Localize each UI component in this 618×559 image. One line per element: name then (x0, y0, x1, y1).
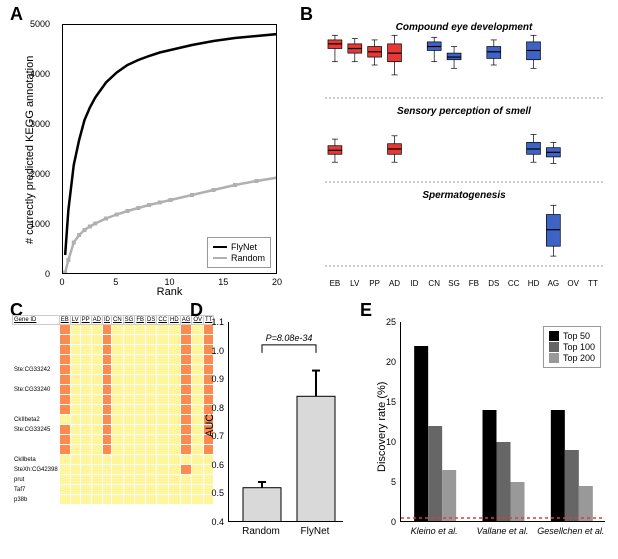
svg-text:Compound eye development: Compound eye development (396, 22, 533, 33)
panel-d-label: D (190, 300, 203, 321)
panel-e-chart: 0510152025 Kleino et al.Vallane et al.Ge… (400, 322, 605, 522)
svg-text:ID: ID (410, 279, 418, 288)
svg-text:TT: TT (588, 279, 598, 288)
svg-text:Spermatogenesis: Spermatogenesis (422, 190, 506, 201)
panel-d-ylabel: AUC (204, 414, 216, 437)
panel-a-chart: 010002000300040005000 05101520 # correct… (62, 24, 277, 274)
svg-text:AD: AD (389, 279, 400, 288)
svg-text:FB: FB (469, 279, 479, 288)
panel-b-chart: Compound eye development Sensory percepti… (320, 18, 608, 288)
panel-a-xlabel: Rank (62, 286, 277, 298)
panel-c-table: Gene IDEBLVPPADIDCNSGFBDSCCHDAGOVTTSte12… (12, 315, 172, 505)
panel-e-label: E (360, 300, 372, 321)
svg-text:PP: PP (369, 279, 380, 288)
svg-text:OV: OV (567, 279, 579, 288)
panel-b-label: B (300, 4, 313, 25)
svg-text:EB: EB (330, 279, 341, 288)
svg-text:SG: SG (448, 279, 460, 288)
svg-text:Sensory perception of smell: Sensory perception of smell (397, 106, 531, 117)
panel-e-ylabel: Discovery rate (%) (376, 382, 388, 472)
svg-text:LV: LV (350, 279, 360, 288)
svg-text:CN: CN (428, 279, 440, 288)
panel-e-legend: Top 50 Top 100 Top 200 (543, 326, 601, 368)
panel-a-legend: FlyNet Random (207, 237, 271, 268)
panel-a-label: A (10, 4, 23, 25)
panel-a-ylabel: # correctly predicted KEGG annotation (24, 56, 36, 244)
svg-text:CC: CC (508, 279, 520, 288)
svg-text:HD: HD (528, 279, 540, 288)
panel-d-chart: 0.40.50.60.70.80.91.01.1 P=8.08e-34 Rand… (228, 322, 343, 522)
svg-text:DS: DS (488, 279, 499, 288)
svg-text:AG: AG (548, 279, 560, 288)
svg-text:P=8.08e-34: P=8.08e-34 (266, 333, 313, 343)
